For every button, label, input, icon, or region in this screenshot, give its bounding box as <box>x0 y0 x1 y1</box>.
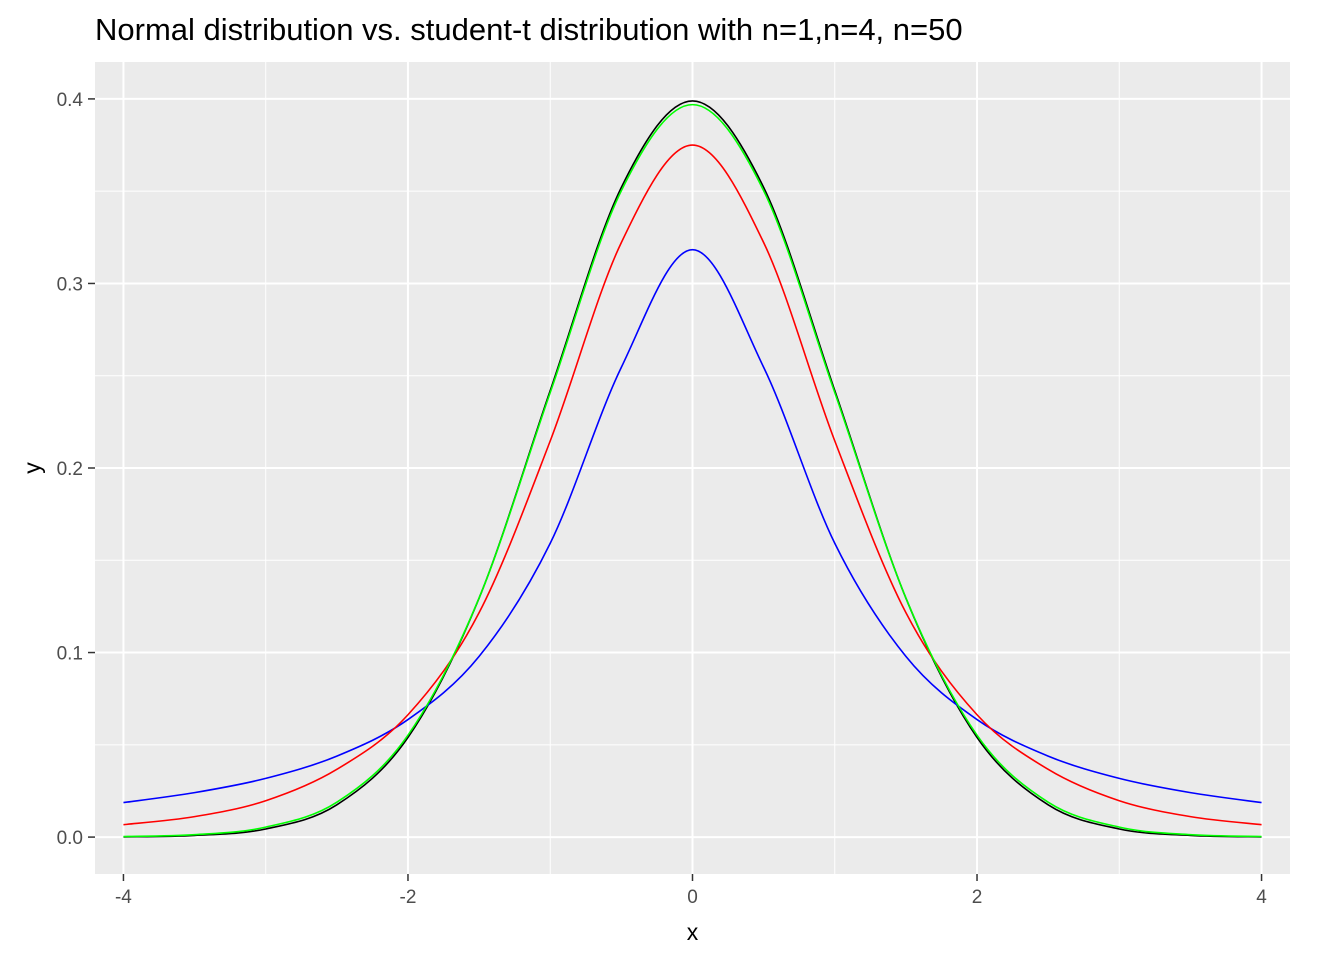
series-line-3 <box>123 144 1262 826</box>
x-axis-ticks: -4 -2 0 2 4 <box>115 874 1267 908</box>
x-tick-label: 0 <box>687 887 698 908</box>
series-line-1 <box>123 100 1262 838</box>
y-tick-label: 0.0 <box>57 828 83 849</box>
y-tick-label: 0.3 <box>57 274 83 295</box>
chart-title: Normal distribution vs. student-t distri… <box>95 12 963 47</box>
x-axis-title: x <box>687 919 699 945</box>
series-line-4 <box>123 103 1262 838</box>
x-tick-label: 2 <box>972 887 983 908</box>
x-tick-label: -4 <box>115 887 132 908</box>
y-tick-label: 0.1 <box>57 644 83 665</box>
y-tick-label: 0.2 <box>57 459 83 480</box>
x-tick-label: 4 <box>1256 887 1267 908</box>
y-axis-ticks: 0.0 0.1 0.2 0.3 0.4 <box>57 90 95 849</box>
series-lines <box>123 100 1262 838</box>
series-line-2 <box>123 248 1262 804</box>
x-tick-label: -2 <box>400 887 417 908</box>
y-axis-title: y <box>19 462 45 474</box>
y-tick-label: 0.4 <box>57 90 84 111</box>
